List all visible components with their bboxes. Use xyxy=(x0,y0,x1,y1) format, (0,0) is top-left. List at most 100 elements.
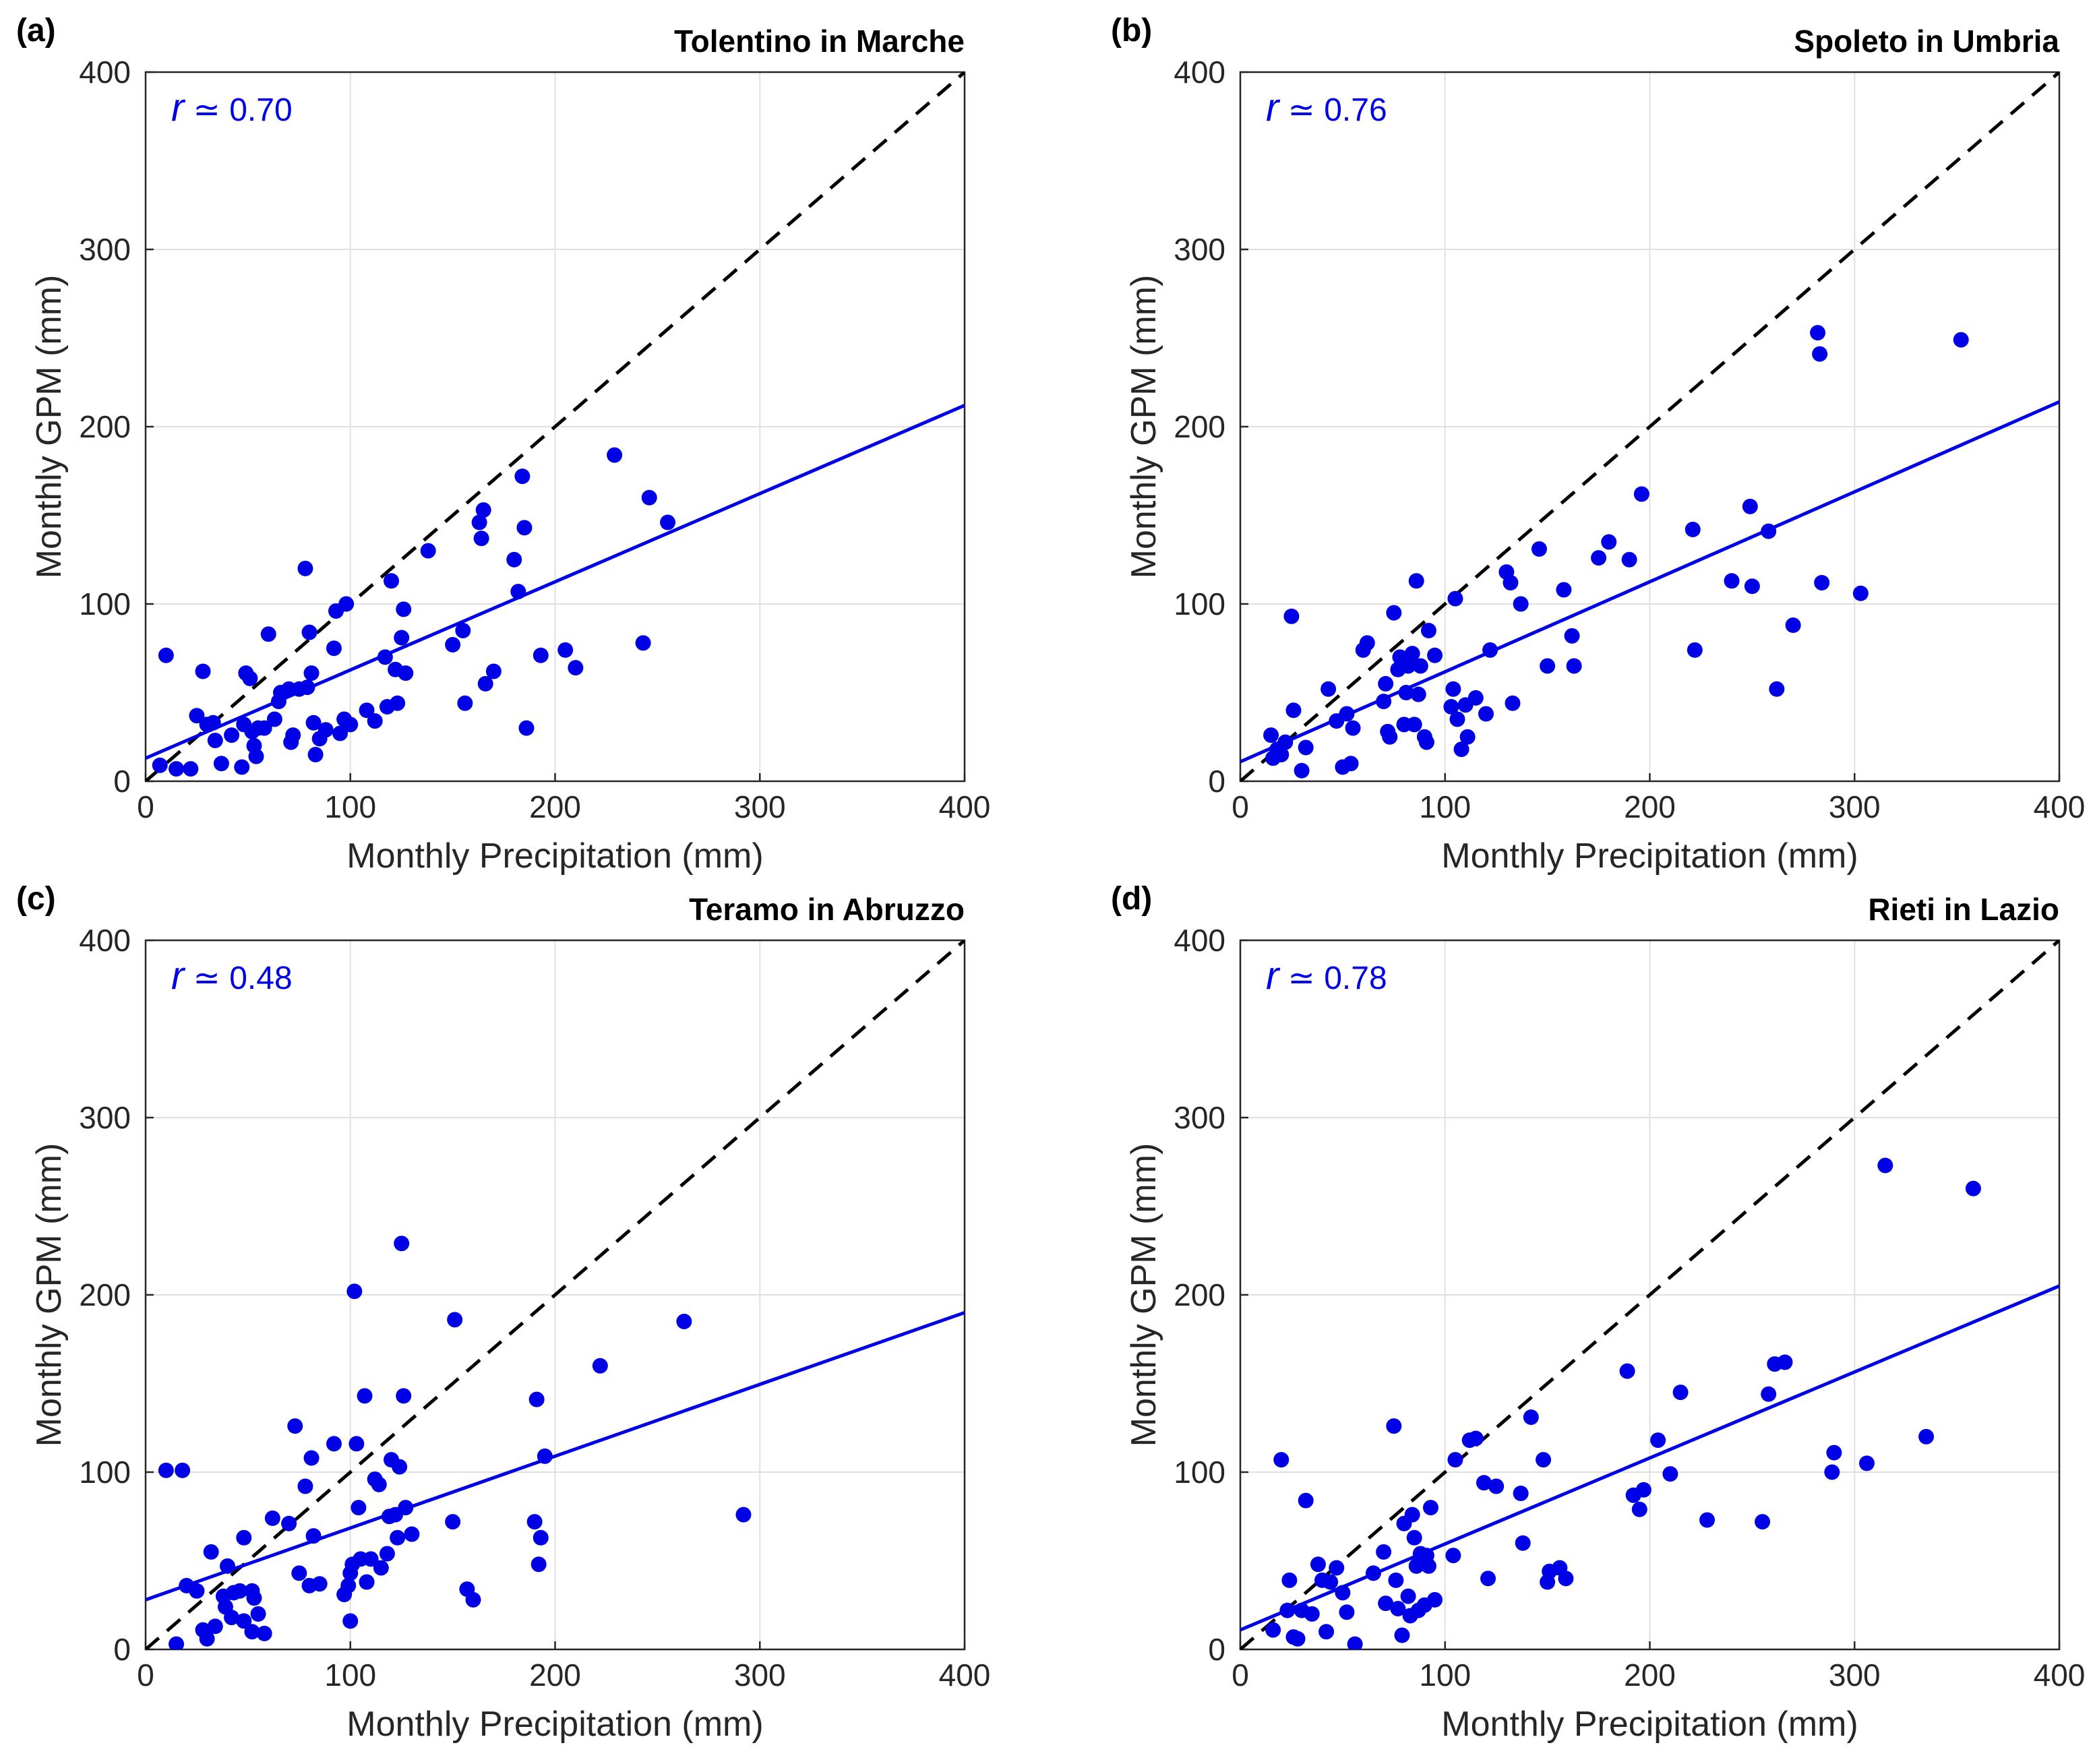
data-point xyxy=(1631,1501,1647,1517)
y-tick-label: 400 xyxy=(1174,55,1225,90)
data-point xyxy=(518,720,535,736)
data-point xyxy=(735,1507,752,1523)
data-point xyxy=(1406,717,1422,733)
data-point xyxy=(1591,550,1607,566)
data-point xyxy=(285,727,301,743)
y-tick-label: 200 xyxy=(1174,409,1225,444)
data-point xyxy=(1265,1622,1281,1638)
data-point xyxy=(455,622,471,638)
data-point xyxy=(1304,1606,1320,1622)
data-point xyxy=(635,635,651,651)
data-point xyxy=(1826,1444,1842,1461)
data-point xyxy=(1467,1430,1484,1447)
y-tick-label: 400 xyxy=(1174,923,1225,958)
y-tick-label: 100 xyxy=(79,586,131,621)
data-point xyxy=(533,1529,549,1546)
data-point xyxy=(457,695,473,711)
y-tick-label: 0 xyxy=(1208,764,1225,799)
chart-panel: 0 100 200 300 400 0 100 200 300 400 Monthly Precip… xyxy=(16,13,990,876)
data-point xyxy=(592,1358,608,1374)
y-tick-label: 0 xyxy=(1208,1632,1225,1667)
data-point xyxy=(1378,1595,1394,1612)
data-point xyxy=(1536,1452,1552,1468)
data-point xyxy=(676,1313,692,1329)
data-point xyxy=(1318,1624,1335,1640)
data-point xyxy=(307,747,324,763)
data-point xyxy=(199,1631,215,1647)
data-point xyxy=(1329,1560,1345,1576)
data-point xyxy=(1812,346,1828,362)
data-point xyxy=(394,630,410,646)
data-point xyxy=(1376,1544,1392,1560)
x-tick-label: 400 xyxy=(939,1657,991,1693)
data-point xyxy=(1447,590,1463,607)
data-point xyxy=(260,626,276,642)
data-point xyxy=(475,502,491,518)
fit-line xyxy=(1240,400,2059,764)
data-point xyxy=(473,530,489,547)
data-point xyxy=(660,514,676,530)
data-point xyxy=(1298,739,1314,756)
data-point xyxy=(1744,578,1760,595)
x-tick-label: 0 xyxy=(1232,1657,1249,1693)
data-point xyxy=(641,489,657,506)
data-point xyxy=(1404,1507,1420,1523)
y-tick-label: 0 xyxy=(113,764,131,799)
data-point xyxy=(297,1478,313,1494)
data-point xyxy=(1953,332,1969,348)
identity-line xyxy=(146,72,965,781)
data-point xyxy=(1601,534,1617,550)
data-point xyxy=(1785,617,1801,634)
correlation-annotation: r ≃ 0.48 xyxy=(171,954,293,998)
data-point xyxy=(465,1591,481,1608)
correlation-annotation: r ≃ 0.78 xyxy=(1266,954,1387,998)
data-point xyxy=(246,1590,262,1606)
data-point xyxy=(396,1388,412,1404)
data-point xyxy=(533,647,549,663)
data-point xyxy=(1290,1631,1306,1647)
data-point xyxy=(281,1515,297,1531)
x-tick-label: 100 xyxy=(324,1657,376,1693)
fit-line xyxy=(146,404,965,760)
fit-line xyxy=(146,1310,965,1602)
data-point xyxy=(1513,596,1529,612)
data-point xyxy=(1742,498,1758,514)
data-point xyxy=(1273,747,1290,763)
y-tick-label: 0 xyxy=(113,1632,131,1667)
y-tick-label: 300 xyxy=(79,232,131,267)
data-point xyxy=(1445,681,1461,697)
data-point xyxy=(384,573,399,589)
data-point xyxy=(169,761,185,777)
data-point xyxy=(1408,573,1424,589)
x-tick-label: 200 xyxy=(1624,789,1676,824)
data-point xyxy=(1404,646,1420,662)
data-point xyxy=(1619,1363,1635,1379)
identity-line xyxy=(1240,72,2059,781)
data-point xyxy=(1650,1432,1666,1449)
data-point xyxy=(1761,1386,1777,1402)
data-point xyxy=(1339,1604,1355,1620)
data-point xyxy=(363,1551,379,1567)
data-point xyxy=(1345,720,1361,736)
data-point xyxy=(244,1624,260,1640)
data-point xyxy=(1390,1601,1406,1617)
data-point xyxy=(1513,1486,1529,1502)
correlation-annotation: r ≃ 0.70 xyxy=(171,86,293,129)
data-point xyxy=(1755,1514,1771,1530)
data-point xyxy=(1388,1572,1404,1588)
identity-line xyxy=(146,940,965,1649)
data-point xyxy=(557,642,574,658)
y-tick-label: 100 xyxy=(1174,586,1225,621)
data-point xyxy=(1858,1455,1875,1471)
data-point xyxy=(346,1283,363,1300)
x-axis-label: Monthly Precipitation (mm) xyxy=(1441,837,1858,876)
data-point xyxy=(445,636,461,652)
x-axis-label: Monthly Precipitation (mm) xyxy=(1441,1705,1858,1744)
y-axis-label: Monthly GPM (mm) xyxy=(1124,1143,1163,1447)
data-point xyxy=(1285,702,1302,719)
data-point xyxy=(1852,585,1869,601)
data-point xyxy=(303,1450,320,1466)
site-title: Tolentino in Marche xyxy=(674,24,965,59)
correlation-annotation: r ≃ 0.76 xyxy=(1266,86,1387,129)
data-point xyxy=(526,1514,543,1530)
